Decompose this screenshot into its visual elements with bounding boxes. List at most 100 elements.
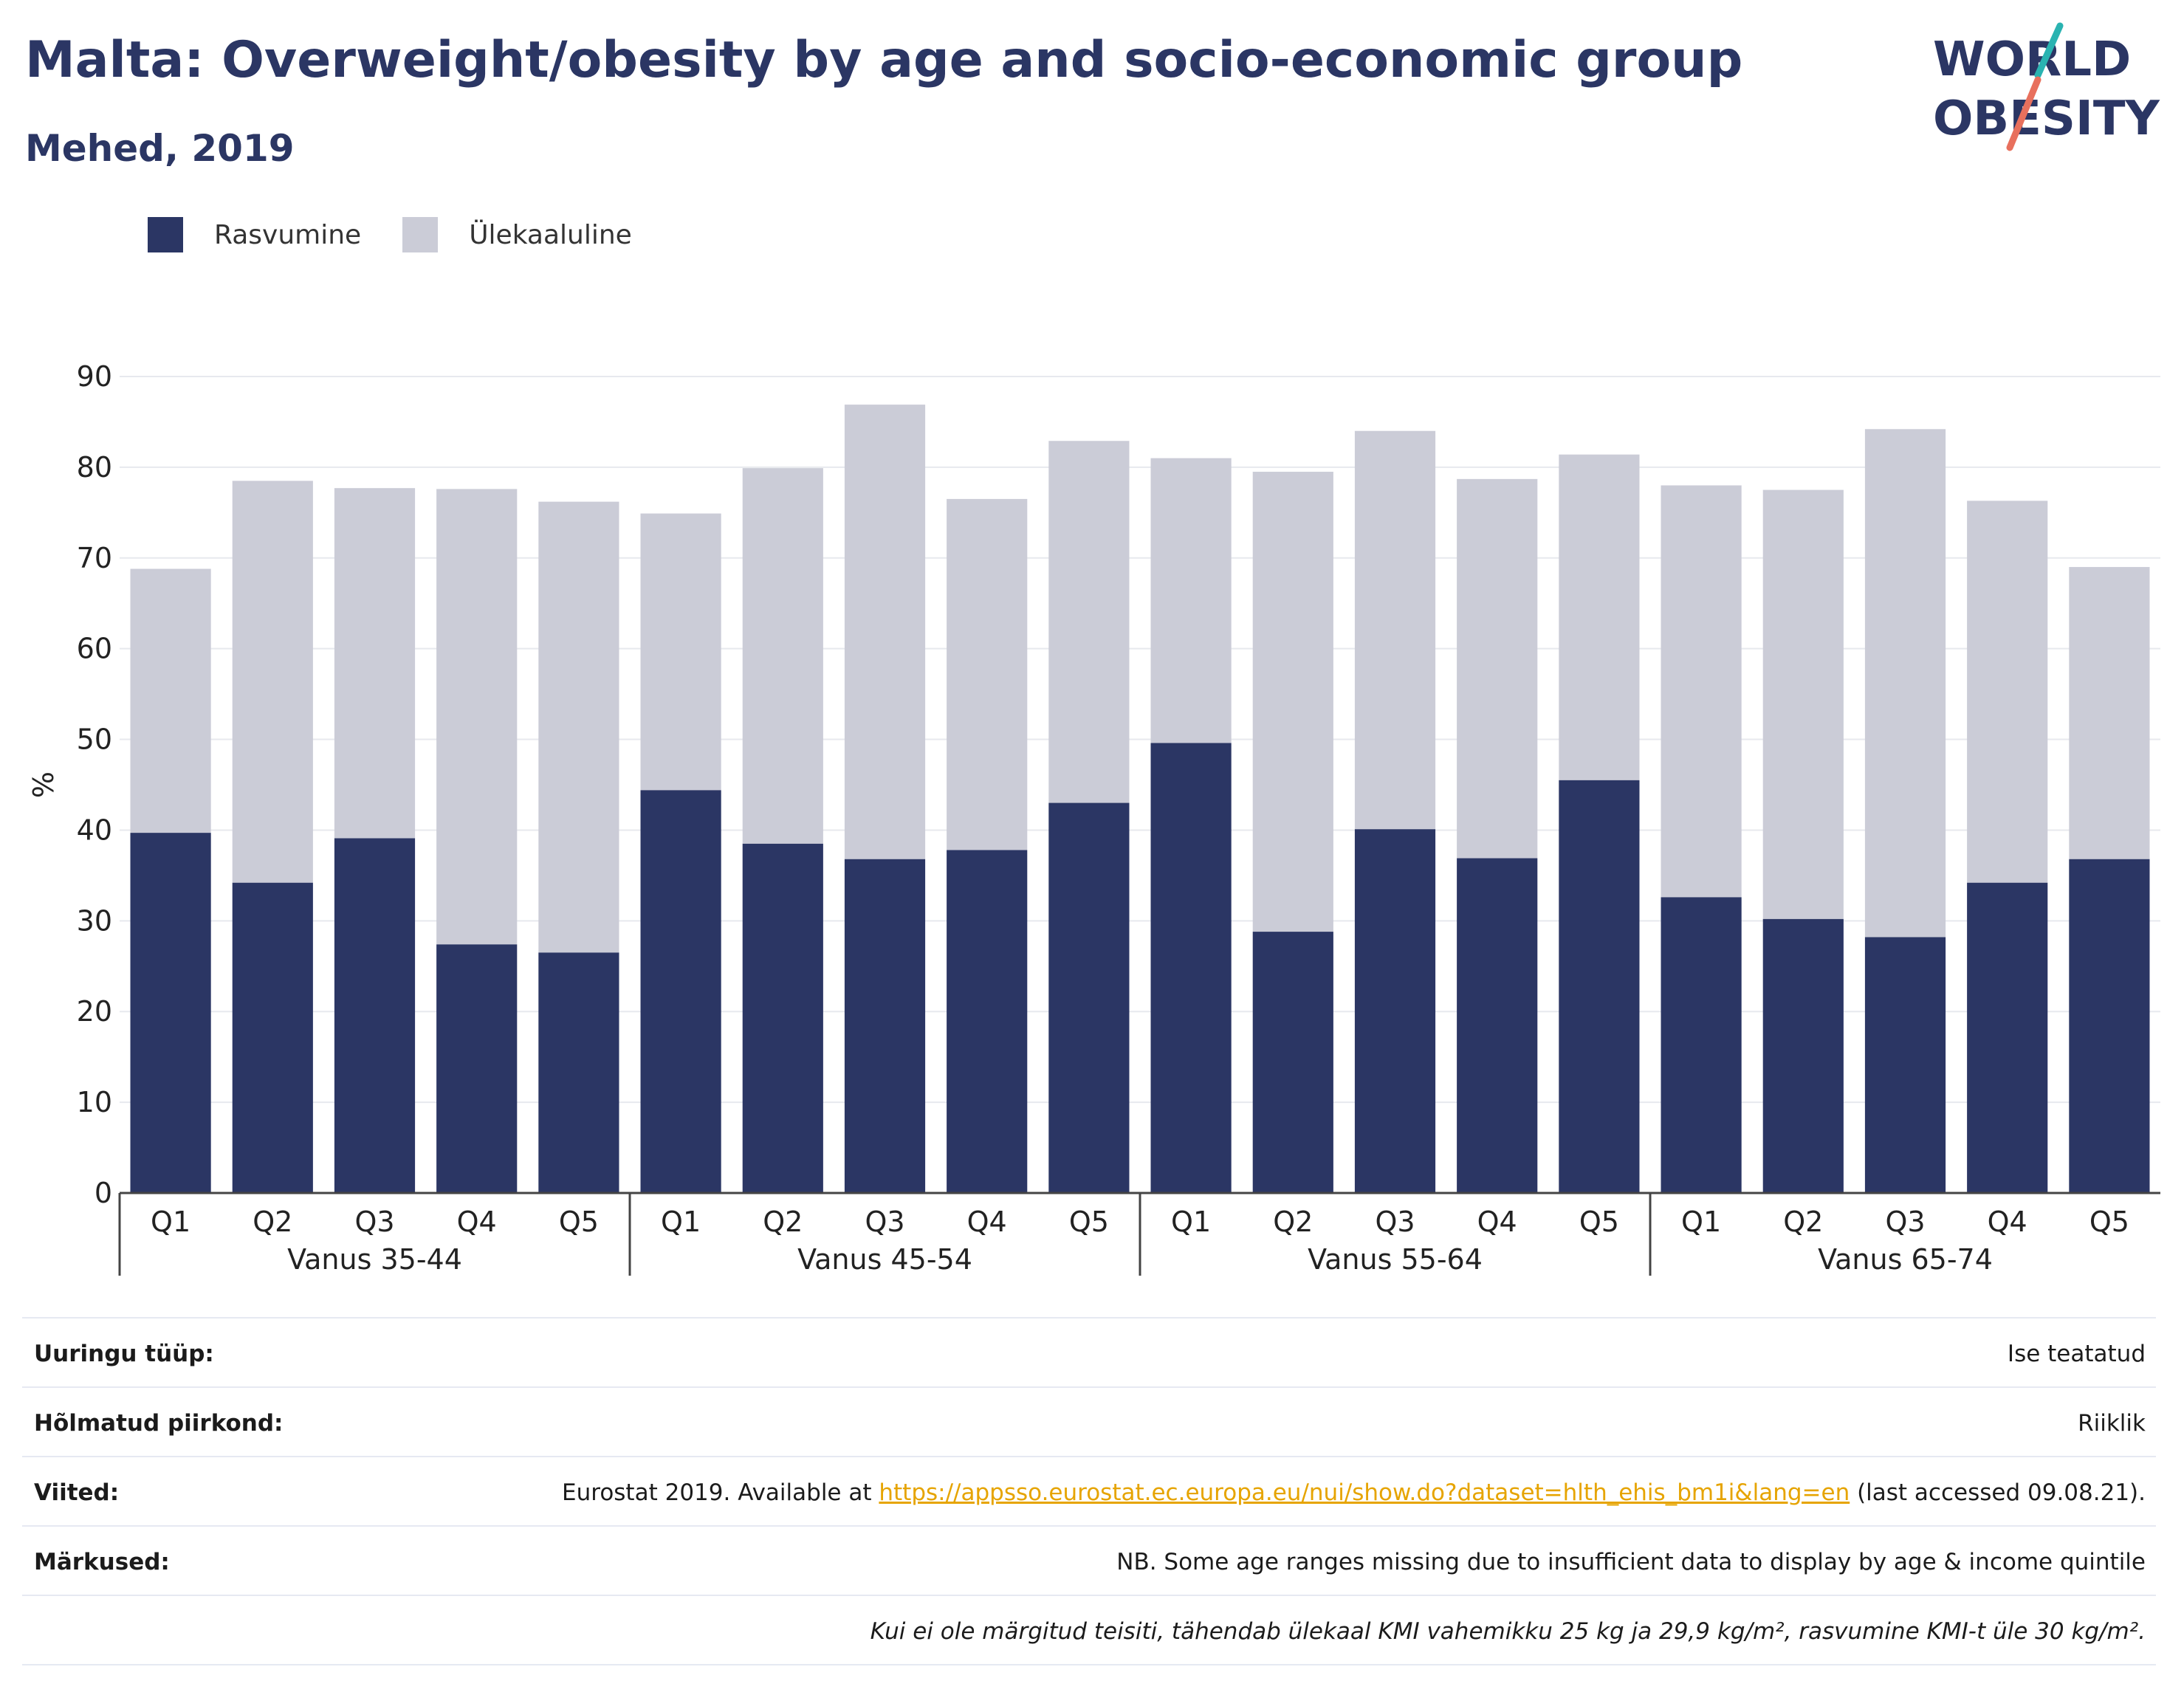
info-footnote: Kui ei ole märgitud teisiti, tähendab ül… [870, 1618, 2146, 1645]
bar-obesity [947, 850, 1028, 1193]
bar-obesity [2069, 859, 2150, 1193]
y-tick-label: 80 [77, 451, 112, 484]
x-tick-label: Q3 [865, 1206, 904, 1238]
bar-overweight [1559, 454, 1640, 780]
info-value-area-covered: Riiklik [2078, 1410, 2146, 1437]
bar-obesity [436, 944, 518, 1193]
info-row-area-covered: Hõlmatud piirkond: Riiklik [22, 1386, 2156, 1456]
y-tick-label: 50 [77, 723, 112, 756]
x-tick-label: Q2 [1273, 1206, 1313, 1238]
x-tick-label: Q4 [967, 1206, 1007, 1238]
x-tick-label: Q4 [1988, 1206, 2027, 1238]
info-row-notes: Märkused: NB. Some age ranges missing du… [22, 1525, 2156, 1595]
group-label: Vanus 35-44 [287, 1243, 462, 1276]
info-label-notes: Märkused: [34, 1549, 170, 1575]
bar-obesity [640, 790, 721, 1193]
bar-overweight [334, 488, 416, 839]
x-tick-label: Q3 [354, 1206, 394, 1238]
x-tick-label: Q3 [1885, 1206, 1925, 1238]
y-tick-label: 20 [77, 995, 112, 1028]
bar-obesity [1864, 937, 1946, 1193]
bar-overweight [1762, 489, 1844, 919]
y-tick-label: 60 [77, 633, 112, 665]
x-tick-label: Q5 [559, 1206, 599, 1238]
bar-overweight [436, 489, 518, 945]
reference-link[interactable]: https://appsso.eurostat.ec.europa.eu/nui… [879, 1479, 1850, 1506]
bar-overweight [1048, 441, 1130, 803]
info-row-references: Viited: Eurostat 2019. Available at http… [22, 1456, 2156, 1525]
bar-overweight [1150, 458, 1232, 743]
y-axis-title: % [27, 771, 60, 798]
reference-text: Eurostat 2019. Available at [562, 1479, 879, 1506]
info-table: Uuringu tüüp: Ise teatatud Hõlmatud piir… [22, 1317, 2156, 1665]
group-label: Vanus 65-74 [1818, 1243, 1993, 1276]
x-tick-label: Q1 [1171, 1206, 1211, 1238]
bar-obesity [538, 952, 619, 1193]
legend-swatch-overweight [402, 217, 439, 252]
x-tick-label: Q2 [1783, 1206, 1823, 1238]
bar-obesity [1457, 858, 1538, 1193]
bar-obesity [232, 882, 313, 1193]
info-value-notes: NB. Some age ranges missing due to insuf… [1116, 1549, 2146, 1575]
bar-obesity [334, 838, 416, 1193]
bar-overweight [640, 513, 721, 791]
bar-obesity [1661, 897, 1742, 1193]
x-tick-label: Q1 [1681, 1206, 1721, 1238]
legend-item-overweight[interactable]: Ülekaaluline [402, 217, 632, 252]
bar-overweight [1252, 472, 1333, 932]
y-tick-label: 40 [77, 814, 112, 846]
bar-overweight [1457, 478, 1538, 859]
world-obesity-logo: WORLD OBESITY [1933, 22, 2160, 151]
bar-overweight [538, 501, 619, 953]
y-tick-label: 70 [77, 542, 112, 574]
x-tick-label: Q2 [763, 1206, 803, 1238]
bar-obesity [1048, 802, 1130, 1193]
group-label: Vanus 55-64 [1308, 1243, 1483, 1276]
x-tick-label: Q5 [1069, 1206, 1109, 1238]
y-tick-label: 90 [77, 360, 112, 393]
bar-overweight [2069, 567, 2150, 859]
info-row-footnote: Kui ei ole märgitud teisiti, tähendab ül… [22, 1595, 2156, 1665]
logo-text-world: WORLD [1933, 32, 2131, 87]
bar-overweight [1967, 501, 2048, 883]
x-tick-label: Q5 [1579, 1206, 1619, 1238]
info-label-references: Viited: [34, 1479, 120, 1506]
bar-overweight [1864, 429, 1946, 938]
bar-obesity [1559, 780, 1640, 1193]
x-tick-label: Q5 [2089, 1206, 2129, 1238]
bar-obesity [1354, 829, 1436, 1193]
x-tick-label: Q4 [1477, 1206, 1517, 1238]
chart-title: Malta: Overweight/obesity by age and soc… [25, 31, 1743, 89]
logo-text-obesity: OBESITY [1933, 92, 2160, 146]
legend-label-obesity: Rasvumine [214, 219, 362, 250]
bar-overweight [1661, 485, 1742, 898]
bar-overweight [1354, 430, 1436, 830]
logo-slash-coral [2006, 76, 2042, 151]
stacked-bar-chart: 0 10 20 30 40 50 60 70 80 90% Q1 Q2 Q3 Q4 Q5 Q1 Q2 Q3 Q4 Q5… [27, 360, 2160, 1276]
info-value-references: Eurostat 2019. Available at https://apps… [344, 1476, 2146, 1509]
bar-overweight [844, 405, 926, 859]
chart-subtitle: Mehed, 2019 [25, 127, 295, 170]
legend-item-obesity[interactable]: Rasvumine [148, 217, 361, 252]
bar-overweight [742, 468, 823, 844]
x-tick-label: Q2 [253, 1206, 292, 1238]
legend-label-overweight: Ülekaaluline [469, 219, 632, 250]
info-label-survey-type: Uuringu tüüp: [34, 1341, 214, 1367]
logo-slash-teal [2034, 22, 2064, 79]
x-tick-label: Q1 [661, 1206, 701, 1238]
bar-obesity [844, 859, 926, 1193]
legend-swatch-obesity [148, 217, 183, 252]
x-tick-label: Q4 [457, 1206, 497, 1238]
x-tick-label: Q1 [151, 1206, 190, 1238]
y-tick-label: 0 [95, 1177, 112, 1209]
bar-obesity [1150, 743, 1232, 1193]
bar-overweight [232, 481, 313, 883]
y-tick-label: 10 [77, 1086, 112, 1118]
reference-accessed: (last accessed 09.08.21). [1850, 1479, 2146, 1506]
info-value-survey-type: Ise teatatud [2007, 1341, 2146, 1367]
x-tick-label: Q3 [1375, 1206, 1415, 1238]
bar-obesity [1762, 918, 1844, 1193]
info-row-survey-type: Uuringu tüüp: Ise teatatud [22, 1317, 2156, 1386]
bar-obesity [742, 843, 823, 1193]
y-tick-label: 30 [77, 904, 112, 937]
